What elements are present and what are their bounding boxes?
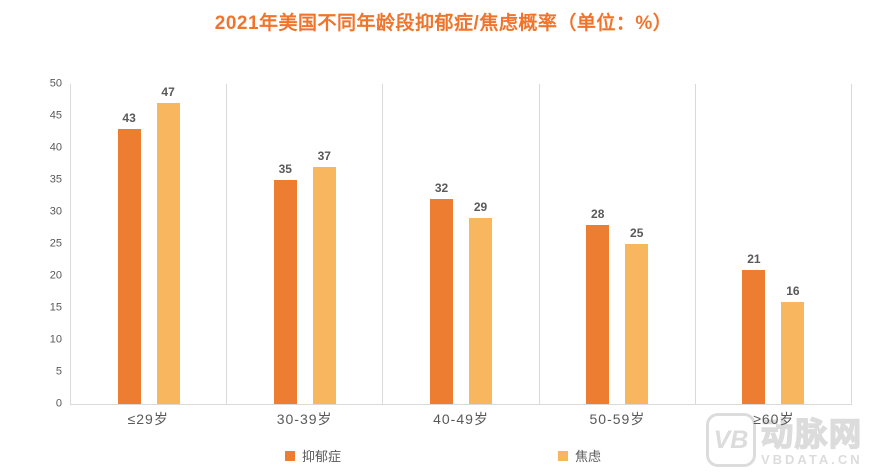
bar-value-label: 21 — [747, 251, 761, 266]
chart-title: 2021年美国不同年龄段抑郁症/焦虑概率（单位：%） — [214, 13, 673, 34]
legend-item-depression: 抑郁症 — [285, 446, 341, 465]
y-tick-label: 40 — [49, 141, 62, 154]
x-axis-label: ≤29岁 — [127, 411, 169, 427]
bar-column-anxiety: 47 — [156, 84, 180, 404]
bar-group: 35 37 — [227, 84, 384, 404]
bar-value-label: 43 — [122, 110, 136, 125]
bar-value-label: 35 — [278, 162, 292, 176]
watermark-logo-text: VB — [713, 425, 749, 454]
x-axis-label: 50-59岁 — [589, 411, 646, 427]
bar-value-label: 32 — [434, 181, 449, 196]
bar-group: 21 16 — [696, 84, 853, 404]
bar-anxiety — [781, 301, 805, 404]
x-axis: ≤29岁 30-39岁 40-49岁 50-59岁 ≥60岁 — [70, 409, 852, 429]
y-tick-label: 10 — [49, 333, 62, 346]
legend-item-anxiety: 焦虑 — [558, 446, 601, 465]
bar-column-anxiety: 25 — [625, 84, 649, 404]
legend-swatch-depression — [285, 450, 295, 461]
bar-depression — [586, 224, 610, 404]
y-tick-label: 45 — [49, 109, 62, 122]
y-tick-label: 30 — [49, 205, 62, 218]
bar-value-label: 47 — [161, 85, 175, 100]
bar-group: 43 47 — [71, 84, 228, 404]
bar-column-depression: 32 — [430, 84, 453, 404]
bar-depression — [117, 128, 141, 404]
legend-swatch-anxiety — [558, 450, 568, 461]
y-tick-label: 0 — [55, 397, 62, 410]
bar-depression — [742, 269, 766, 404]
bar-column-anxiety: 29 — [469, 84, 492, 404]
bar-value-label: 28 — [591, 206, 605, 221]
x-axis-label: 40-49岁 — [433, 411, 489, 427]
bar-group: 28 25 — [540, 84, 696, 404]
bar-anxiety — [469, 218, 492, 404]
watermark-site-url: VBDATA.CN — [760, 452, 863, 467]
bar-anxiety — [156, 103, 180, 404]
legend-label-depression: 抑郁症 — [302, 449, 342, 464]
bar-column-anxiety: 16 — [781, 84, 805, 404]
y-tick-label: 5 — [55, 365, 62, 378]
watermark-text-block: 动脉网 VBDATA.CN — [760, 413, 863, 467]
watermark-brand-name: 动脉网 — [760, 416, 863, 452]
y-tick-label: 15 — [49, 301, 62, 314]
x-axis-label: 30-39岁 — [276, 411, 333, 427]
bar-column-depression: 21 — [742, 84, 766, 404]
y-tick-label: 20 — [49, 269, 62, 282]
plot: 43 47 35 37 32 29 28 25 21 16 — [70, 84, 853, 405]
y-axis: 0 5 10 15 20 25 30 35 40 45 50 — [0, 78, 62, 409]
bar-value-label: 29 — [473, 200, 488, 215]
bar-depression — [430, 199, 453, 404]
x-axis-label: ≥60岁 — [753, 411, 795, 427]
vbdata-logo-icon: VB — [705, 413, 756, 467]
bar-column-anxiety: 37 — [312, 84, 336, 404]
bar-value-label: 16 — [786, 283, 800, 298]
bar-column-depression: 35 — [273, 84, 297, 404]
bar-value-label: 37 — [317, 149, 331, 164]
bar-depression — [273, 180, 297, 404]
watermark: VB 动脉网 VBDATA.CN — [705, 413, 863, 467]
y-tick-label: 25 — [49, 237, 62, 250]
bar-value-label: 25 — [630, 226, 644, 240]
bar-group: 32 29 — [383, 84, 540, 404]
bar-column-depression: 43 — [117, 84, 141, 404]
y-tick-label: 50 — [49, 77, 62, 90]
bar-anxiety — [625, 244, 649, 404]
y-tick-label: 35 — [49, 173, 62, 186]
bar-anxiety — [312, 167, 336, 404]
legend-label-anxiety: 焦虑 — [575, 449, 602, 464]
bar-column-depression: 28 — [586, 84, 610, 404]
